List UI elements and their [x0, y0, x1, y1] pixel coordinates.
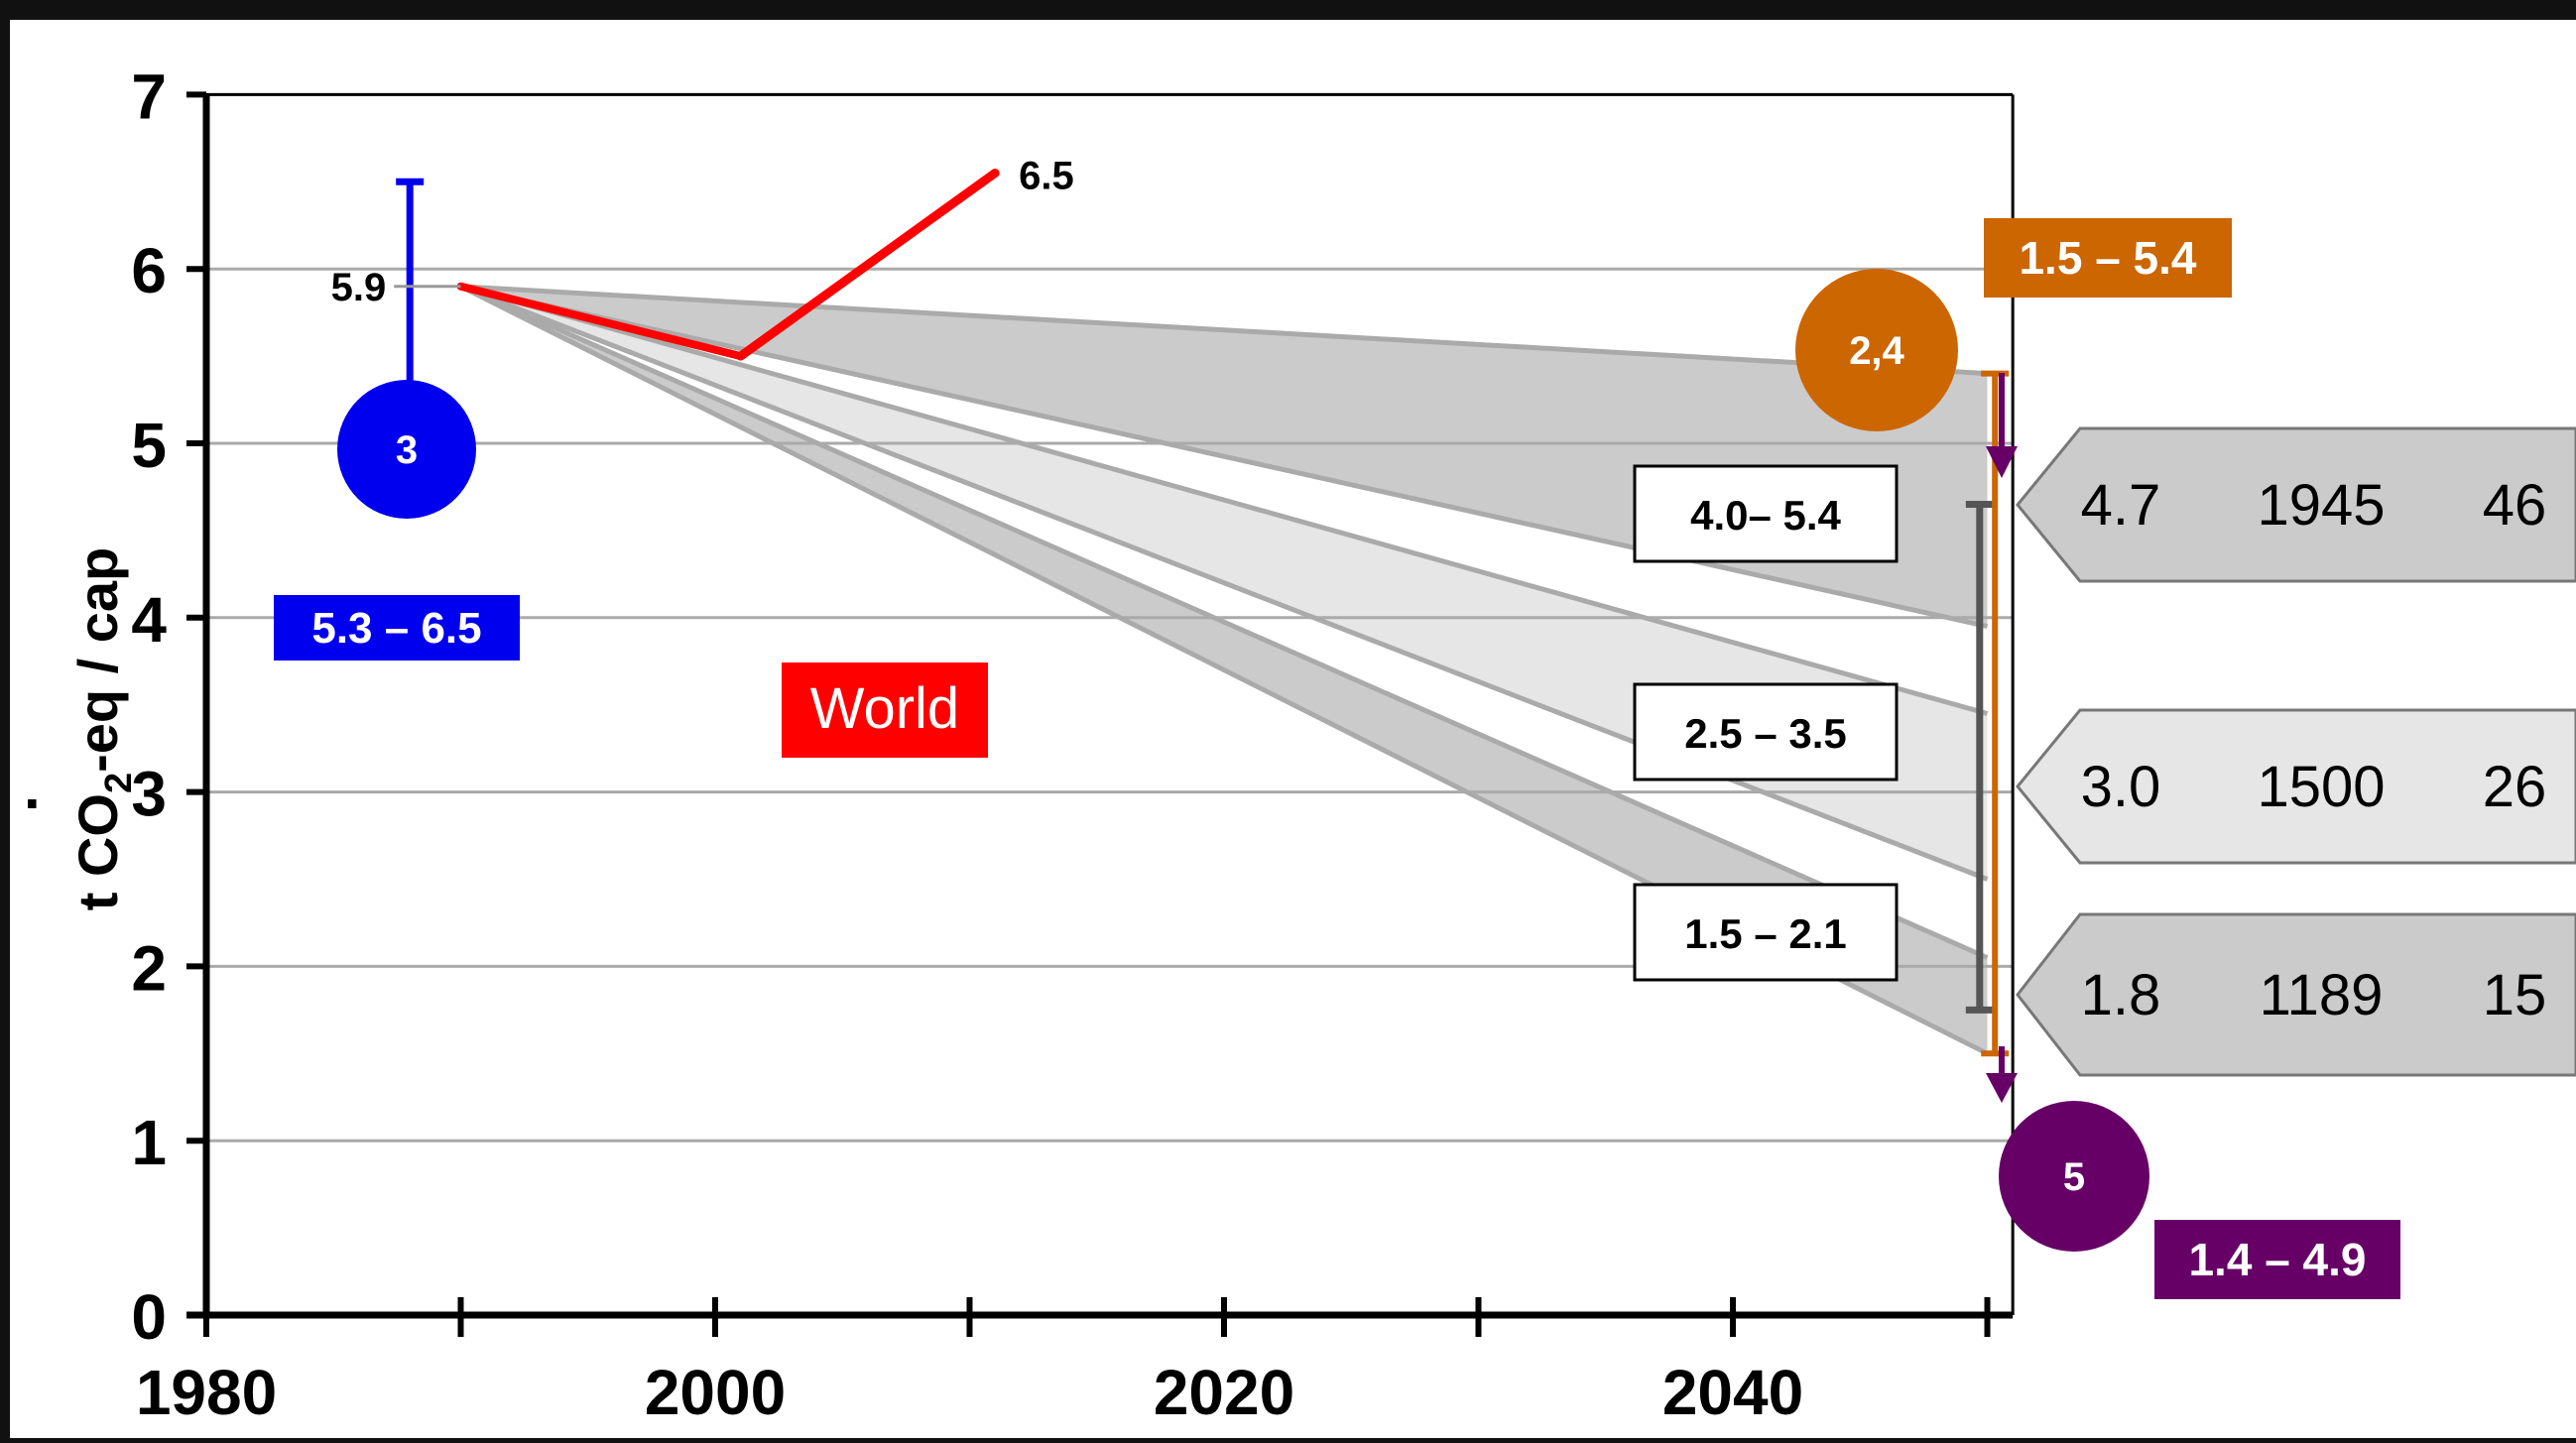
callout-0-value-1: 1945	[2257, 473, 2385, 538]
band-edge-upper-0	[460, 284, 1988, 377]
x-tick-label-2040: 2040	[1662, 1357, 1803, 1428]
band-edge-upper-2	[459, 284, 1989, 960]
band-label-box-1	[1633, 682, 1899, 782]
callout-1	[2016, 708, 2576, 865]
callout-0	[2016, 426, 2576, 583]
band-edge-lower-0	[459, 284, 1989, 630]
world-historic-line	[456, 282, 745, 361]
blue-circle-label: 3	[396, 428, 418, 472]
callout-1-value-2: 26	[2483, 755, 2547, 819]
y-axis-label-rest: -eq / cap	[66, 547, 129, 773]
band-label-1: 2.5 – 3.5	[1684, 710, 1846, 757]
x-tick-label-2000: 2000	[645, 1357, 786, 1428]
purple-circle-label: 5	[2063, 1155, 2085, 1199]
orange-range-box	[1984, 218, 2232, 298]
purple-arrow-bottom-head	[1986, 1073, 2018, 1103]
purple-range-label: 1.4 – 4.9	[2188, 1234, 2366, 1285]
band-label-box-0	[1633, 464, 1899, 563]
axes-layer: 0 1 2 3 4 5 6 7 1980 2000 2020 2040	[131, 60, 2015, 1428]
x-tick-label-1980: 1980	[136, 1357, 277, 1428]
purple-circle	[1999, 1101, 2149, 1252]
y-tick-label-0: 0	[131, 1281, 167, 1353]
callout-0-value-2: 46	[2483, 473, 2547, 538]
y-axis-label-main: t CO	[66, 793, 129, 910]
callout-2-value-0: 1.8	[2081, 963, 2161, 1027]
band-edge-upper-1	[459, 284, 1989, 716]
y-tick-label-6: 6	[131, 235, 167, 306]
orange-circle	[1795, 269, 1958, 431]
world-layer: 6.5 World	[456, 155, 1074, 758]
bands-layer	[459, 284, 1989, 1056]
world-label-box	[782, 662, 988, 758]
band-label-2: 1.5 – 2.1	[1684, 910, 1846, 957]
blue-circle	[337, 380, 476, 519]
orange-circle-label: 2,4	[1849, 329, 1904, 373]
x-tick-label-2020: 2020	[1154, 1357, 1294, 1428]
callout-2	[2016, 912, 2576, 1077]
y-axis-label-dot: .	[24, 755, 41, 821]
purple-range-box	[2154, 1220, 2400, 1299]
grid-layer	[206, 267, 2014, 1142]
blue-range-box	[274, 595, 520, 661]
y-tick-label-1: 1	[131, 1107, 167, 1178]
world-label: World	[810, 676, 959, 741]
y-tick-label-4: 4	[131, 584, 167, 656]
callout-1-value-1: 1500	[2257, 755, 2385, 819]
callout-2-value-1: 1189	[2260, 963, 2384, 1027]
world-end-value: 6.5	[1019, 155, 1074, 198]
y-axis-label: t CO2-eq / cap	[66, 547, 140, 911]
origin-value-label: 5.9	[331, 266, 387, 309]
band-label-box-2	[1633, 883, 1899, 982]
world-projection-line	[736, 169, 1000, 361]
callout-2-value-2: 15	[2483, 963, 2547, 1027]
blue-range-label: 5.3 – 6.5	[311, 604, 481, 653]
y-tick-label-7: 7	[131, 60, 167, 132]
y-tick-label-2: 2	[131, 932, 167, 1004]
y-axis-label-sub: 2	[98, 773, 140, 793]
callout-0-value-0: 4.7	[2081, 473, 2161, 538]
y-tick-label-3: 3	[131, 759, 167, 830]
orange-range-label: 1.5 – 5.4	[2019, 232, 2196, 284]
band-label-0: 4.0– 5.4	[1690, 492, 1841, 539]
callout-1-value-0: 3.0	[2081, 755, 2161, 819]
y-tick-label-5: 5	[131, 410, 167, 481]
purple-arrow-top-head	[1986, 446, 2018, 478]
annotation-layer: 5.9 3 5.3 – 6.5 2,4 1.5 – 5.4 5 1.4 – 4.9 4.0– …	[274, 178, 2576, 1299]
